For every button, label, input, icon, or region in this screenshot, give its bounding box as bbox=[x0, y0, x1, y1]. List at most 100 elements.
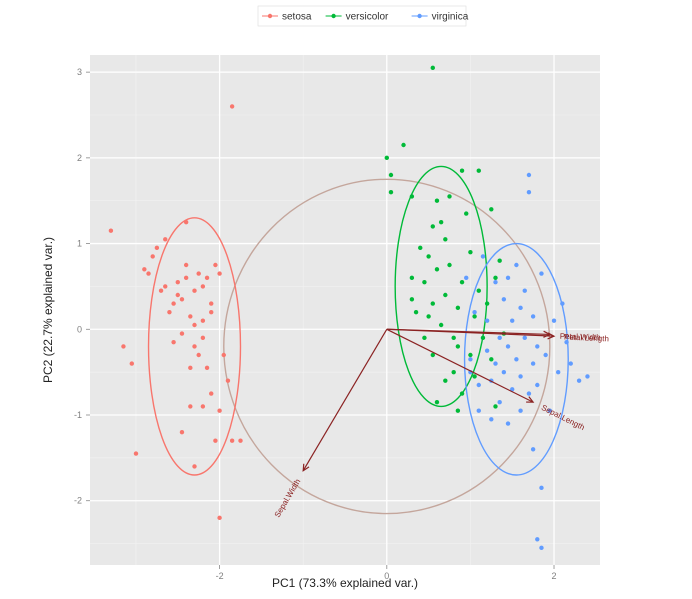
virginica-point bbox=[514, 262, 519, 268]
setosa-legend-dot bbox=[267, 13, 273, 19]
setosa-point bbox=[192, 464, 197, 469]
axis-ticks: -2 0 2 -2 -1 0 1 2 3 bbox=[74, 67, 557, 581]
virginica-point bbox=[518, 305, 523, 311]
setosa-point bbox=[229, 438, 235, 443]
virginica-point bbox=[518, 408, 523, 413]
setosa-point bbox=[213, 438, 218, 443]
virginica-point bbox=[514, 357, 519, 362]
versicolor-point bbox=[430, 65, 435, 71]
virginica-point bbox=[535, 344, 540, 349]
versicolor-point bbox=[472, 314, 477, 319]
sepal-width-arrow bbox=[302, 328, 388, 472]
virginica-point bbox=[539, 545, 544, 551]
versicolor-legend-label: versicolor bbox=[346, 12, 389, 23]
virginica-point bbox=[484, 348, 490, 353]
versicolor-point bbox=[476, 168, 481, 173]
correlation-circle bbox=[223, 178, 551, 515]
x-tick-label: 2 bbox=[552, 571, 557, 581]
virginica-point bbox=[489, 417, 494, 422]
versicolor-point bbox=[451, 369, 456, 375]
setosa-point bbox=[183, 219, 189, 225]
versicolor-point bbox=[443, 237, 448, 242]
setosa-point bbox=[163, 284, 168, 289]
petal-width-arrowhead bbox=[543, 330, 552, 338]
y-tick-label: 0 bbox=[77, 324, 82, 334]
versicolor-point bbox=[434, 399, 440, 405]
virginica-point bbox=[497, 399, 502, 405]
versicolor-point bbox=[430, 301, 435, 306]
setosa-point bbox=[196, 352, 201, 358]
versicolor-point bbox=[413, 309, 419, 315]
setosa-point bbox=[179, 297, 185, 302]
versicolor-point bbox=[426, 254, 431, 259]
virginica-point bbox=[484, 318, 490, 323]
setosa-point bbox=[196, 271, 201, 276]
setosa-point bbox=[217, 515, 222, 521]
versicolor-point bbox=[438, 219, 444, 225]
versicolor-point bbox=[388, 189, 394, 195]
versicolor-point bbox=[409, 297, 415, 302]
versicolor-point bbox=[434, 198, 440, 203]
virginica-point bbox=[510, 318, 515, 323]
versicolor-point bbox=[455, 305, 461, 311]
setosa-point bbox=[217, 408, 222, 413]
versicolor-point bbox=[455, 344, 461, 349]
virginica-point bbox=[522, 288, 527, 293]
virginica-point bbox=[560, 301, 565, 306]
legend-item-versicolor: versicolor bbox=[325, 12, 389, 23]
setosa-point bbox=[121, 344, 126, 349]
setosa-point bbox=[188, 314, 193, 319]
x-tick-label: -2 bbox=[216, 571, 224, 581]
sepal-length-arrow bbox=[386, 328, 534, 403]
virginica-point bbox=[564, 339, 569, 345]
versicolor-point bbox=[468, 249, 473, 255]
virginica-point bbox=[535, 382, 540, 388]
versicolor-legend-dot bbox=[331, 13, 336, 19]
versicolor-point bbox=[459, 168, 465, 173]
versicolor-point bbox=[430, 224, 435, 229]
sepal-width-arrowhead bbox=[302, 463, 310, 472]
versicolor-point bbox=[497, 258, 502, 263]
versicolor-point bbox=[430, 352, 435, 358]
virginica-point bbox=[510, 387, 515, 392]
versicolor-point bbox=[409, 194, 415, 199]
versicolor-ellipse bbox=[394, 165, 488, 408]
setosa-point bbox=[129, 361, 135, 366]
setosa-point bbox=[171, 339, 176, 345]
virginica-point bbox=[555, 369, 561, 375]
sepal-length-arrowhead bbox=[526, 396, 535, 403]
virginica-point bbox=[568, 361, 573, 366]
setosa-point bbox=[183, 275, 189, 281]
legend-box bbox=[257, 5, 467, 27]
setosa-point bbox=[200, 335, 206, 341]
virginica-point bbox=[539, 271, 544, 276]
setosa-point bbox=[146, 271, 151, 276]
virginica-point bbox=[493, 361, 498, 366]
versicolor-point bbox=[489, 207, 494, 212]
versicolor-point bbox=[493, 275, 498, 281]
virginica-point bbox=[505, 275, 511, 281]
setosa-point bbox=[150, 254, 155, 259]
versicolor-point bbox=[480, 335, 486, 341]
virginica-point bbox=[464, 275, 469, 281]
setosa-point bbox=[158, 288, 164, 293]
setosa-point bbox=[229, 104, 235, 109]
setosa-point bbox=[163, 237, 168, 242]
versicolor-point bbox=[489, 357, 494, 362]
x-axis-title: PC1 (73.3% explained var.) bbox=[272, 576, 418, 590]
virginica-point bbox=[535, 537, 540, 542]
virginica-point bbox=[472, 309, 477, 315]
setosa-point bbox=[192, 288, 197, 293]
setosa-point bbox=[188, 404, 193, 409]
setosa-point bbox=[192, 322, 197, 328]
petal-width-label: Petal.Width bbox=[560, 332, 601, 342]
virginica-point bbox=[526, 391, 532, 396]
versicolor-point bbox=[451, 335, 456, 341]
setosa-point bbox=[204, 275, 210, 281]
versicolor-point bbox=[464, 211, 469, 216]
petal-length-label: Petal.Length bbox=[564, 333, 609, 344]
virginica-point bbox=[522, 335, 527, 341]
virginica-point bbox=[576, 378, 582, 383]
y-axis-title: PC2 (22.7% explained var.) bbox=[41, 237, 55, 383]
virginica-point bbox=[530, 361, 536, 366]
